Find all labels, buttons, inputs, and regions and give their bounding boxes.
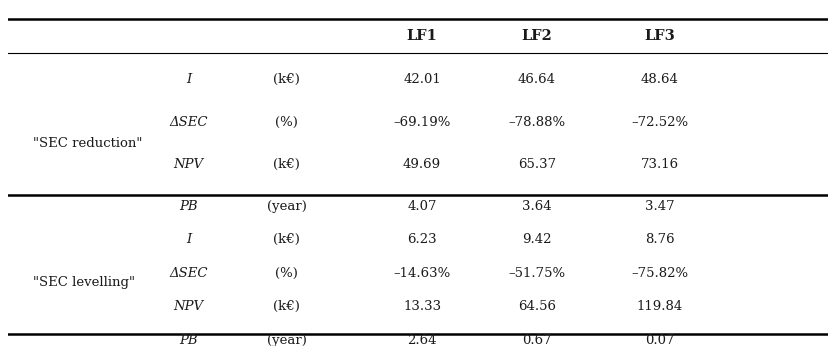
Text: (year): (year): [267, 334, 307, 346]
Text: NPV: NPV: [174, 158, 204, 171]
Text: (k€): (k€): [273, 300, 300, 313]
Text: I: I: [186, 233, 191, 246]
Text: 8.76: 8.76: [645, 233, 675, 246]
Text: ΔSEC: ΔSEC: [170, 116, 208, 129]
Text: 119.84: 119.84: [636, 300, 683, 313]
Text: (year): (year): [267, 200, 307, 213]
Text: (k€): (k€): [273, 73, 300, 86]
Text: "SEC reduction": "SEC reduction": [33, 137, 142, 150]
Text: 13.33: 13.33: [403, 300, 441, 313]
Text: 73.16: 73.16: [640, 158, 679, 171]
Text: PB: PB: [179, 200, 198, 213]
Text: –69.19%: –69.19%: [394, 116, 451, 129]
Text: 46.64: 46.64: [517, 73, 556, 86]
Text: –75.82%: –75.82%: [631, 266, 688, 280]
Text: 6.23: 6.23: [407, 233, 437, 246]
Text: 49.69: 49.69: [403, 158, 441, 171]
Text: 42.01: 42.01: [403, 73, 441, 86]
Text: 64.56: 64.56: [517, 300, 556, 313]
Text: 3.64: 3.64: [522, 200, 552, 213]
Text: I: I: [186, 73, 191, 86]
Text: 2.64: 2.64: [407, 334, 437, 346]
Text: PB: PB: [179, 334, 198, 346]
Text: ΔSEC: ΔSEC: [170, 266, 208, 280]
Text: (k€): (k€): [273, 233, 300, 246]
Text: –78.88%: –78.88%: [508, 116, 565, 129]
Text: LF3: LF3: [645, 29, 675, 43]
Text: (%): (%): [276, 266, 298, 280]
Text: "SEC levelling": "SEC levelling": [33, 276, 135, 289]
Text: LF1: LF1: [406, 29, 437, 43]
Text: 3.47: 3.47: [645, 200, 675, 213]
Text: 65.37: 65.37: [517, 158, 556, 171]
Text: LF2: LF2: [522, 29, 553, 43]
Text: 0.67: 0.67: [522, 334, 552, 346]
Text: (%): (%): [276, 116, 298, 129]
Text: NPV: NPV: [174, 300, 204, 313]
Text: 0.07: 0.07: [645, 334, 675, 346]
Text: –72.52%: –72.52%: [631, 116, 688, 129]
Text: 48.64: 48.64: [640, 73, 679, 86]
Text: 4.07: 4.07: [407, 200, 437, 213]
Text: –51.75%: –51.75%: [508, 266, 565, 280]
Text: 9.42: 9.42: [522, 233, 552, 246]
Text: –14.63%: –14.63%: [394, 266, 451, 280]
Text: (k€): (k€): [273, 158, 300, 171]
